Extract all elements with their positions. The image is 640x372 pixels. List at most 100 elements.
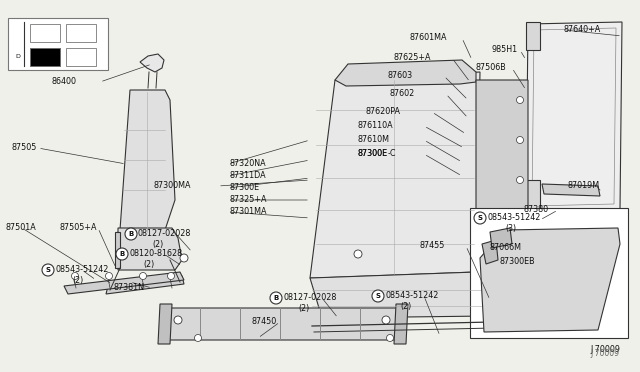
Circle shape <box>270 292 282 304</box>
Polygon shape <box>542 184 600 196</box>
Text: 87325+A: 87325+A <box>230 196 268 205</box>
Polygon shape <box>140 54 164 72</box>
FancyBboxPatch shape <box>66 48 96 66</box>
Text: S: S <box>376 293 381 299</box>
Polygon shape <box>526 180 540 212</box>
Text: S: S <box>45 267 51 273</box>
Polygon shape <box>118 90 175 235</box>
Text: 87300EB: 87300EB <box>500 257 536 266</box>
Polygon shape <box>310 316 330 334</box>
Circle shape <box>174 316 182 324</box>
Polygon shape <box>106 276 184 294</box>
Text: 87066M: 87066M <box>490 244 522 253</box>
FancyBboxPatch shape <box>30 24 60 42</box>
Circle shape <box>516 137 524 144</box>
Text: 87300E: 87300E <box>230 183 260 192</box>
Circle shape <box>474 212 486 224</box>
Text: (2): (2) <box>400 301 412 311</box>
Circle shape <box>116 248 128 260</box>
Polygon shape <box>115 232 120 268</box>
Text: 08127-02028: 08127-02028 <box>284 294 337 302</box>
Text: 87505: 87505 <box>12 144 37 153</box>
Text: 87601MA: 87601MA <box>410 33 447 42</box>
Polygon shape <box>335 60 476 86</box>
Text: J 70009: J 70009 <box>590 346 620 355</box>
Polygon shape <box>64 272 184 294</box>
Text: 08543-51242: 08543-51242 <box>56 266 109 275</box>
Text: 87320NA: 87320NA <box>230 160 267 169</box>
Polygon shape <box>482 240 498 264</box>
Text: B: B <box>129 231 134 237</box>
Polygon shape <box>476 314 494 332</box>
Text: 87311DA: 87311DA <box>230 171 267 180</box>
Text: J 70009: J 70009 <box>590 350 619 359</box>
Text: 87506B: 87506B <box>476 64 507 73</box>
Circle shape <box>168 273 175 279</box>
Polygon shape <box>490 228 512 248</box>
Text: 87450: 87450 <box>252 317 277 327</box>
Text: 87640+A: 87640+A <box>564 26 601 35</box>
Polygon shape <box>166 308 400 340</box>
Polygon shape <box>526 22 540 50</box>
FancyBboxPatch shape <box>66 24 96 42</box>
Circle shape <box>72 273 79 279</box>
Text: -C: -C <box>388 150 397 158</box>
Polygon shape <box>158 304 172 344</box>
Polygon shape <box>480 228 620 332</box>
FancyBboxPatch shape <box>470 208 628 338</box>
Text: 87455: 87455 <box>420 241 445 250</box>
Text: B: B <box>120 251 125 257</box>
Text: B: B <box>273 295 278 301</box>
Circle shape <box>382 316 390 324</box>
Text: 87603: 87603 <box>387 71 412 80</box>
FancyBboxPatch shape <box>30 48 60 66</box>
Text: 87625+A: 87625+A <box>393 54 431 62</box>
Text: 86400: 86400 <box>52 77 77 87</box>
Circle shape <box>372 290 384 302</box>
Text: (3): (3) <box>505 224 516 232</box>
Polygon shape <box>118 228 182 270</box>
Text: 87505+A: 87505+A <box>60 224 97 232</box>
Text: 87301MA: 87301MA <box>230 208 268 217</box>
Text: 87019M: 87019M <box>568 182 600 190</box>
Polygon shape <box>394 304 408 344</box>
Text: 87300E: 87300E <box>358 150 388 158</box>
Text: (2): (2) <box>152 240 163 248</box>
Circle shape <box>354 250 362 258</box>
Text: D: D <box>15 54 20 58</box>
Text: 87602: 87602 <box>390 90 415 99</box>
Text: 87300MA: 87300MA <box>153 182 191 190</box>
Text: 08120-81628: 08120-81628 <box>130 250 183 259</box>
Text: 08543-51242: 08543-51242 <box>487 214 540 222</box>
Circle shape <box>387 334 394 341</box>
Circle shape <box>42 264 54 276</box>
Circle shape <box>106 273 113 279</box>
Text: 876110A: 876110A <box>358 122 394 131</box>
Polygon shape <box>310 72 480 278</box>
Circle shape <box>195 334 202 341</box>
Text: 87610M: 87610M <box>358 135 390 144</box>
Text: (2): (2) <box>72 276 83 285</box>
Text: (2): (2) <box>143 260 154 269</box>
FancyBboxPatch shape <box>30 48 60 66</box>
Text: 87381N: 87381N <box>113 283 144 292</box>
Circle shape <box>140 273 147 279</box>
Text: (2): (2) <box>298 304 309 312</box>
FancyBboxPatch shape <box>8 18 108 70</box>
Text: 08543-51242: 08543-51242 <box>385 292 438 301</box>
Text: 87300E: 87300E <box>358 150 388 158</box>
Text: 87620PA: 87620PA <box>366 108 401 116</box>
Text: 985H1: 985H1 <box>492 45 518 55</box>
Polygon shape <box>310 272 490 318</box>
Text: 87501A: 87501A <box>5 224 36 232</box>
Circle shape <box>516 176 524 183</box>
Circle shape <box>516 96 524 103</box>
Text: S: S <box>477 215 483 221</box>
Text: 87380: 87380 <box>523 205 548 215</box>
Polygon shape <box>526 22 622 212</box>
Polygon shape <box>476 80 528 240</box>
Polygon shape <box>490 282 508 318</box>
Text: 08127-02028: 08127-02028 <box>138 230 191 238</box>
Circle shape <box>180 254 188 262</box>
Circle shape <box>125 228 137 240</box>
